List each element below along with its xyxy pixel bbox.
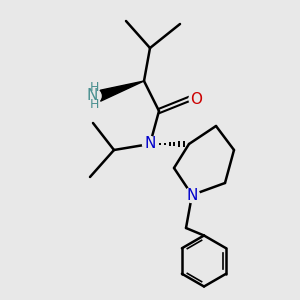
Circle shape (89, 100, 100, 110)
Circle shape (89, 82, 100, 92)
Circle shape (184, 188, 200, 202)
Text: H: H (90, 81, 99, 94)
Polygon shape (97, 81, 144, 101)
Circle shape (142, 136, 158, 152)
Text: N: N (186, 188, 198, 202)
Text: O: O (190, 92, 202, 106)
Circle shape (88, 89, 101, 103)
Text: H: H (90, 98, 99, 111)
Text: N: N (86, 88, 98, 104)
Circle shape (189, 92, 204, 106)
Text: N: N (144, 136, 156, 152)
